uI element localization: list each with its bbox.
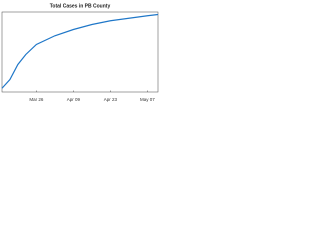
x-tick-label: Apr 23 xyxy=(104,97,118,102)
chart-title: Total Cases in PB County xyxy=(50,3,111,9)
plot-frame xyxy=(1,11,159,93)
x-tick-label: Mar 26 xyxy=(29,97,44,102)
x-tick-label: May 07 xyxy=(140,97,155,102)
page: {"chart_data": {"type": "line", "title":… xyxy=(0,0,160,106)
chart: Total Cases in PB County Mar 26 Apr 09 Apr… xyxy=(1,3,159,102)
data-line xyxy=(1,13,159,89)
x-tick-label: Apr 09 xyxy=(67,97,81,102)
